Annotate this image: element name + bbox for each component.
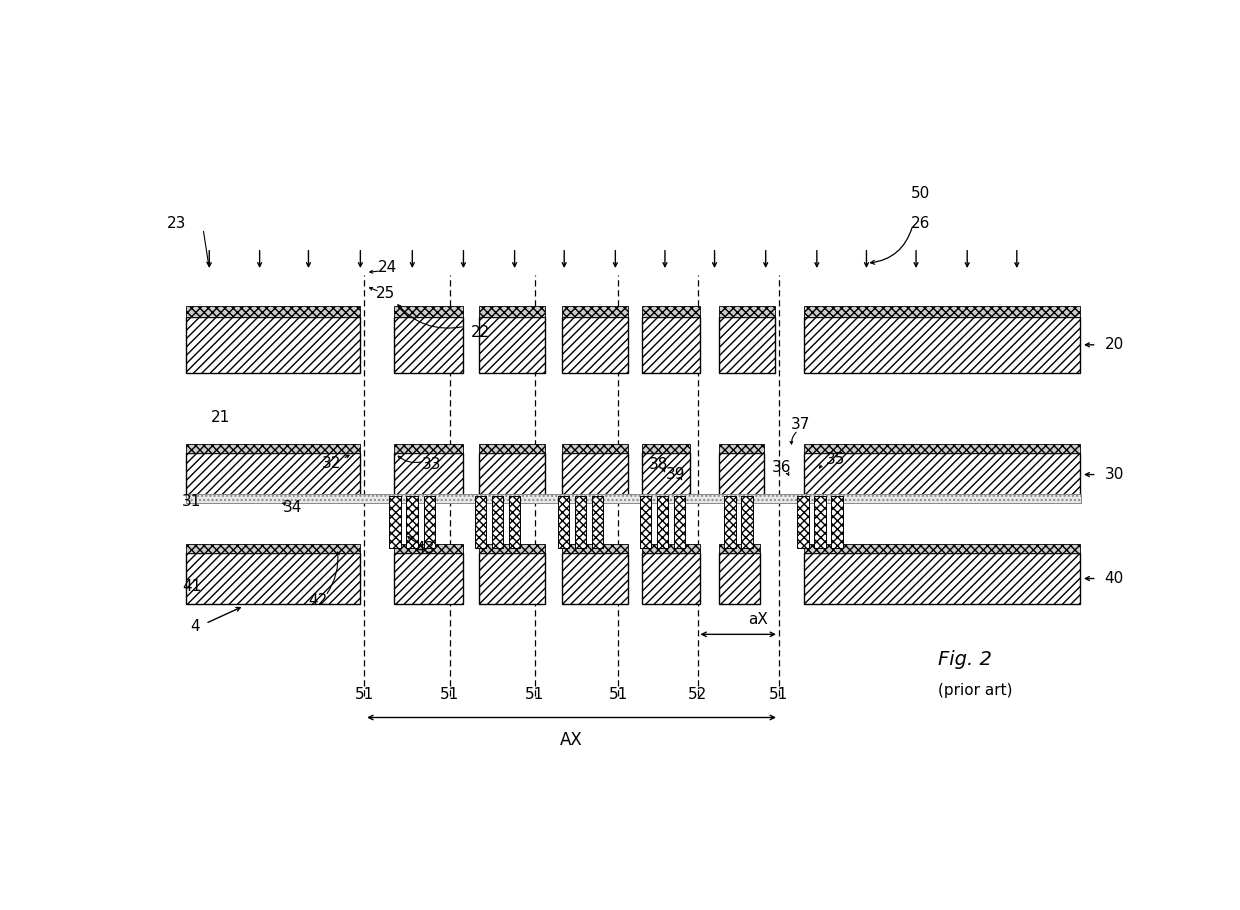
Text: 21: 21: [211, 410, 231, 425]
Bar: [797, 496, 808, 548]
Bar: [719, 553, 759, 603]
Text: Fig. 2: Fig. 2: [937, 651, 992, 669]
Text: 42: 42: [308, 593, 327, 608]
Text: 32: 32: [322, 456, 341, 470]
Bar: [475, 496, 486, 548]
Bar: [805, 444, 1080, 453]
Text: 35: 35: [826, 452, 844, 467]
Bar: [805, 317, 1080, 372]
Bar: [508, 496, 521, 548]
Text: 34: 34: [283, 500, 303, 515]
Text: aX: aX: [748, 612, 768, 627]
Text: AX: AX: [560, 732, 583, 749]
Bar: [186, 494, 1081, 503]
Text: 33: 33: [422, 458, 441, 472]
Bar: [591, 496, 604, 548]
Bar: [642, 317, 699, 372]
Bar: [479, 317, 544, 372]
Text: 26: 26: [910, 216, 930, 230]
Bar: [657, 496, 668, 548]
Text: 25: 25: [376, 287, 396, 301]
Text: 20: 20: [1105, 338, 1123, 352]
Bar: [186, 553, 361, 603]
Text: 30: 30: [1105, 467, 1123, 482]
Bar: [640, 496, 651, 548]
Text: 51: 51: [525, 687, 544, 702]
Bar: [562, 444, 627, 453]
Text: 4: 4: [191, 619, 200, 634]
Bar: [479, 453, 544, 496]
Text: 39: 39: [666, 468, 686, 482]
Bar: [805, 307, 1080, 317]
Bar: [719, 444, 764, 453]
Text: 50: 50: [910, 187, 930, 201]
Bar: [719, 307, 775, 317]
Bar: [394, 444, 464, 453]
Text: 36: 36: [771, 460, 791, 475]
Bar: [642, 544, 699, 553]
Text: (prior art): (prior art): [937, 683, 1012, 698]
Bar: [394, 307, 464, 317]
Bar: [805, 453, 1080, 496]
Text: 31: 31: [182, 494, 201, 510]
Text: 22: 22: [471, 325, 490, 340]
Bar: [479, 544, 544, 553]
Bar: [562, 317, 627, 372]
Bar: [394, 544, 464, 553]
Bar: [673, 496, 686, 548]
Bar: [805, 544, 1080, 553]
Bar: [642, 307, 699, 317]
Text: 23: 23: [166, 216, 186, 230]
Text: 51: 51: [769, 687, 789, 702]
Bar: [642, 553, 699, 603]
Bar: [574, 496, 587, 548]
Bar: [805, 553, 1080, 603]
Bar: [558, 496, 569, 548]
Bar: [479, 307, 544, 317]
Bar: [719, 544, 759, 553]
Bar: [479, 553, 544, 603]
Bar: [186, 453, 361, 496]
Bar: [724, 496, 735, 548]
Text: 24: 24: [378, 259, 397, 275]
Bar: [492, 496, 503, 548]
Bar: [719, 453, 764, 496]
Bar: [815, 496, 826, 548]
Bar: [642, 444, 689, 453]
Bar: [479, 444, 544, 453]
Text: 51: 51: [440, 687, 459, 702]
Text: 37: 37: [791, 418, 810, 432]
Text: 38: 38: [649, 458, 668, 472]
Bar: [424, 496, 435, 548]
Bar: [389, 496, 401, 548]
Bar: [642, 453, 689, 496]
Bar: [407, 496, 418, 548]
Bar: [394, 453, 464, 496]
Bar: [742, 496, 753, 548]
Bar: [394, 553, 464, 603]
Bar: [562, 453, 627, 496]
Bar: [186, 307, 361, 317]
Text: 51: 51: [609, 687, 629, 702]
Text: 40: 40: [1105, 571, 1123, 586]
Bar: [562, 307, 627, 317]
Bar: [562, 544, 627, 553]
Bar: [394, 317, 464, 372]
Bar: [186, 317, 361, 372]
Text: 51: 51: [355, 687, 374, 702]
Text: 52: 52: [688, 687, 707, 702]
Bar: [562, 553, 627, 603]
Bar: [186, 444, 361, 453]
Text: 41: 41: [182, 579, 201, 594]
Bar: [186, 544, 361, 553]
Text: 43: 43: [415, 541, 434, 556]
Bar: [719, 317, 775, 372]
Bar: [831, 496, 843, 548]
